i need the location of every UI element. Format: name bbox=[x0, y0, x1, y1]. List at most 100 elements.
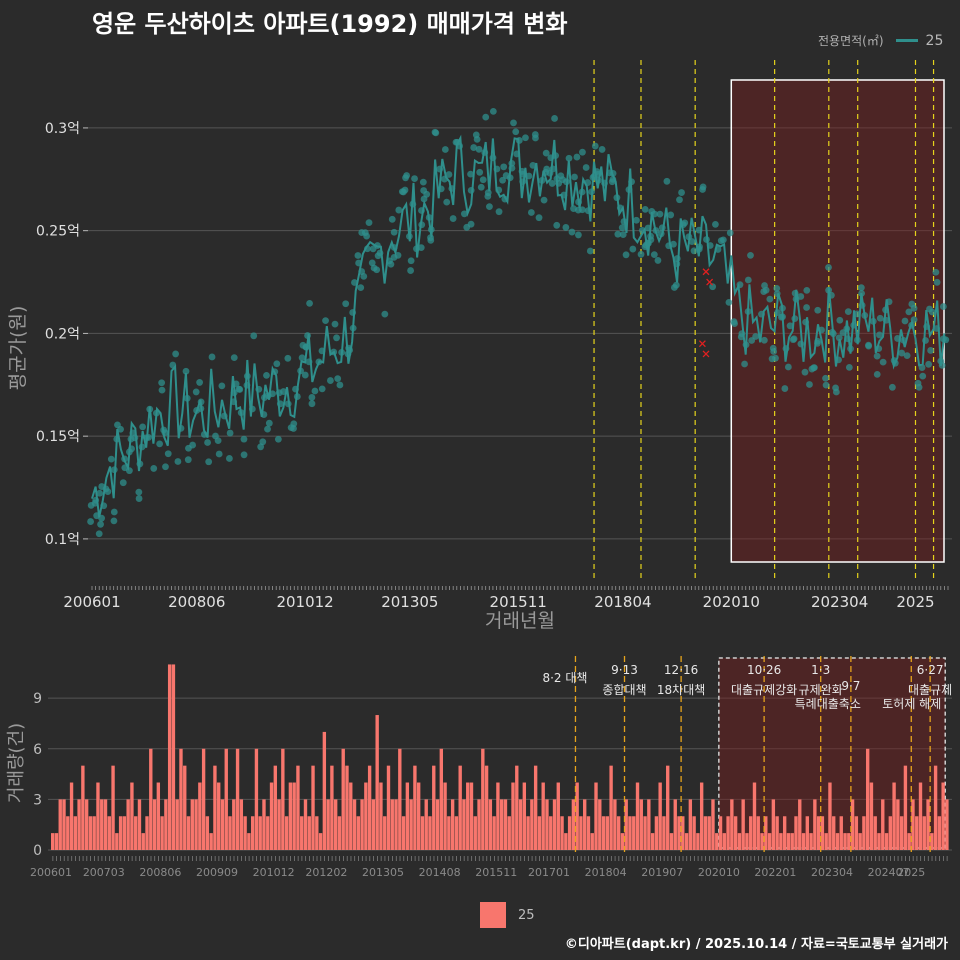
scatter-point bbox=[308, 394, 316, 401]
bar bbox=[51, 833, 55, 850]
scatter-point bbox=[470, 144, 478, 151]
bar bbox=[496, 782, 500, 850]
policy-annotation: 12·16 bbox=[664, 663, 698, 677]
bar bbox=[945, 799, 949, 850]
bar bbox=[69, 782, 74, 850]
scatter-point bbox=[441, 146, 449, 153]
bar bbox=[477, 799, 481, 850]
scatter-point bbox=[928, 308, 936, 316]
outlier-marker bbox=[702, 350, 710, 358]
bar bbox=[926, 799, 930, 850]
scatter-point bbox=[678, 189, 685, 196]
bar bbox=[152, 799, 157, 850]
scatter-point bbox=[879, 358, 887, 366]
bar bbox=[243, 816, 247, 850]
scatter-point bbox=[598, 146, 606, 153]
bar bbox=[205, 816, 210, 850]
bar bbox=[488, 799, 493, 850]
scatter-point bbox=[196, 379, 204, 386]
scatter-point bbox=[836, 316, 844, 324]
bar bbox=[571, 799, 576, 850]
bar bbox=[54, 833, 59, 850]
bar bbox=[541, 782, 545, 850]
scatter-point bbox=[845, 364, 853, 371]
scatter-point bbox=[445, 171, 453, 178]
scatter-point bbox=[573, 153, 581, 161]
scatter-point bbox=[898, 349, 906, 357]
scatter-point bbox=[568, 228, 576, 236]
bar bbox=[284, 816, 289, 850]
scatter-point bbox=[174, 458, 182, 465]
scatter-point bbox=[752, 333, 760, 340]
scatter-point bbox=[905, 308, 913, 316]
scatter-point bbox=[192, 388, 200, 396]
scatter-point bbox=[365, 219, 373, 227]
x-tick-label: 201511 bbox=[490, 593, 547, 611]
bar bbox=[190, 799, 194, 850]
x-tick-label: 200909 bbox=[196, 866, 238, 879]
scatter-point bbox=[565, 154, 573, 162]
x-tick-label: 201804 bbox=[585, 866, 627, 879]
bar bbox=[756, 816, 760, 850]
bar bbox=[62, 799, 66, 850]
y-tick-label: 9 bbox=[33, 691, 42, 707]
bar bbox=[590, 833, 594, 850]
scatter-point bbox=[230, 354, 238, 362]
scatter-point bbox=[150, 465, 158, 472]
bar bbox=[726, 816, 730, 850]
scatter-point bbox=[250, 332, 258, 340]
x-tick-label: 202304 bbox=[811, 593, 868, 611]
scatter-point bbox=[810, 364, 818, 372]
scatter-point bbox=[263, 371, 270, 379]
bar bbox=[77, 799, 81, 850]
scatter-point bbox=[844, 308, 852, 316]
scatter-point bbox=[542, 149, 550, 157]
bar bbox=[311, 765, 315, 850]
y-tick-label: 6 bbox=[33, 742, 42, 758]
scatter-point bbox=[394, 251, 402, 259]
bar bbox=[643, 816, 647, 850]
scatter-point bbox=[407, 257, 415, 265]
bar bbox=[107, 816, 111, 850]
bar bbox=[911, 799, 915, 850]
source-caption: ©디아파트(dapt.kr) / 2025.10.14 / 자료=국토교통부 실… bbox=[564, 937, 948, 952]
bar bbox=[383, 816, 387, 850]
bar bbox=[658, 782, 662, 850]
bar bbox=[122, 816, 127, 850]
x-tick-label: 202304 bbox=[811, 866, 853, 879]
series-line-25 bbox=[91, 134, 946, 518]
bar bbox=[941, 782, 945, 850]
x-tick-label: 201012 bbox=[276, 593, 333, 611]
scatter-point bbox=[633, 216, 640, 224]
scatter-point bbox=[117, 425, 124, 433]
bar bbox=[820, 816, 825, 850]
bar bbox=[288, 782, 293, 850]
bar bbox=[269, 782, 274, 850]
x-tick-label: 201511 bbox=[475, 866, 517, 879]
scatter-point bbox=[709, 283, 717, 291]
scatter-point bbox=[119, 479, 127, 487]
scatter-point bbox=[857, 284, 865, 292]
x-tick-label: 202010 bbox=[698, 866, 740, 879]
outlier-marker bbox=[702, 268, 710, 276]
scatter-point bbox=[158, 386, 166, 394]
scatter-point bbox=[357, 284, 365, 292]
bar bbox=[850, 799, 855, 850]
scatter-point bbox=[331, 320, 339, 328]
scatter-point bbox=[387, 260, 395, 268]
scatter-point bbox=[388, 215, 396, 223]
x-tick-label: 201408 bbox=[419, 866, 461, 879]
outlier-marker bbox=[698, 340, 706, 348]
bar bbox=[500, 799, 504, 850]
scatter-point bbox=[214, 437, 222, 445]
bar bbox=[809, 833, 813, 850]
bar bbox=[666, 765, 670, 850]
bar bbox=[930, 833, 934, 850]
scatter-point bbox=[522, 134, 529, 142]
bar bbox=[899, 816, 904, 850]
bar bbox=[179, 748, 183, 850]
scatter-point bbox=[571, 173, 578, 181]
scatter-point bbox=[360, 272, 368, 280]
scatter-point bbox=[97, 520, 104, 528]
policy-annotation: 특례대출축소 bbox=[795, 697, 861, 711]
